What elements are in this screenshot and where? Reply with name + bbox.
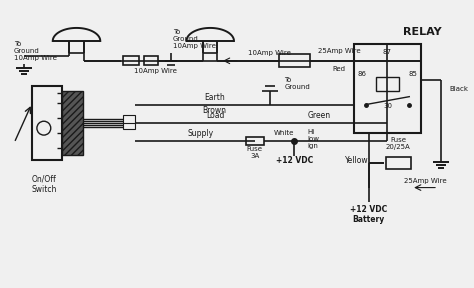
Text: To
Ground: To Ground xyxy=(284,77,310,90)
Bar xyxy=(32,86,62,160)
Text: 10Amp Wire: 10Amp Wire xyxy=(134,68,177,74)
Text: +12 VDC: +12 VDC xyxy=(276,156,313,165)
Text: 25Amp Wire: 25Amp Wire xyxy=(404,178,447,184)
Text: Fuse
20/25A: Fuse 20/25A xyxy=(386,137,411,149)
Text: Supply: Supply xyxy=(187,129,213,138)
Text: Brown: Brown xyxy=(203,106,227,115)
Text: RELAY: RELAY xyxy=(403,27,441,37)
Text: Hi
low
ign: Hi low ign xyxy=(307,129,319,149)
Text: 30: 30 xyxy=(383,103,392,109)
Bar xyxy=(375,77,400,91)
Bar xyxy=(123,121,135,129)
Text: Red: Red xyxy=(332,66,346,72)
Text: To
Ground
10Amp Wire: To Ground 10Amp Wire xyxy=(14,41,57,61)
Text: 25Amp Wire: 25Amp Wire xyxy=(318,48,360,54)
Text: Black: Black xyxy=(449,86,468,92)
Bar xyxy=(279,54,310,67)
Bar xyxy=(354,44,421,133)
Text: 86: 86 xyxy=(357,71,366,77)
Text: To
Ground
10Amp Wire: To Ground 10Amp Wire xyxy=(173,29,216,49)
Bar xyxy=(246,137,264,145)
Text: Yellow: Yellow xyxy=(345,156,369,165)
Bar xyxy=(123,56,139,65)
Text: 85: 85 xyxy=(409,71,418,77)
Text: Load: Load xyxy=(206,111,224,120)
Text: 10Amp Wire: 10Amp Wire xyxy=(248,50,291,56)
Text: +12 VDC
Battery: +12 VDC Battery xyxy=(350,204,387,224)
Text: 87: 87 xyxy=(383,49,392,55)
Text: White: White xyxy=(273,130,294,136)
Bar xyxy=(62,91,83,156)
Text: Fuse
3A: Fuse 3A xyxy=(247,146,263,160)
Text: Earth: Earth xyxy=(204,93,225,102)
Bar xyxy=(144,56,158,65)
Bar xyxy=(385,157,411,169)
Text: Green: Green xyxy=(308,111,331,120)
Text: On/Off
Switch: On/Off Switch xyxy=(31,174,56,194)
Bar xyxy=(123,115,135,123)
